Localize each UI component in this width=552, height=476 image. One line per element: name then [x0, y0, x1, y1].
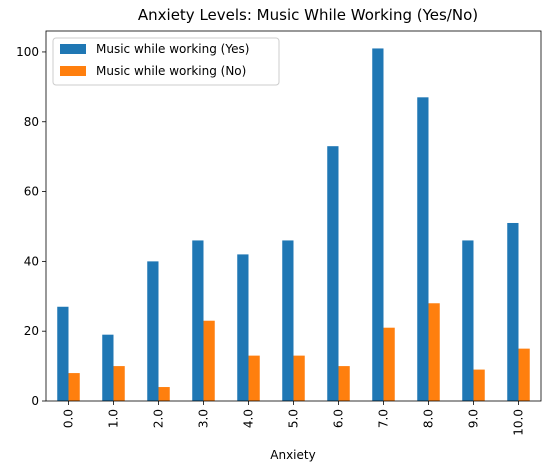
legend-swatch-no [60, 66, 86, 76]
bar-yes-2.0 [147, 261, 159, 401]
plot-frame [45, 30, 542, 402]
bar-yes-6.0 [327, 146, 339, 401]
x-tick-label: 0.0 [62, 409, 76, 428]
bar-yes-7.0 [372, 48, 384, 402]
y-tick-label: 60 [24, 185, 39, 199]
bar-yes-0.0 [57, 306, 69, 401]
bar-no-0.0 [68, 373, 80, 401]
x-tick-label: 2.0 [152, 409, 166, 428]
bar-no-4.0 [248, 355, 260, 401]
x-tick-label: 10.0 [512, 409, 526, 436]
y-axis-ticks: 0 20 40 60 80 100 [16, 45, 46, 408]
legend: Music while working (Yes) Music while wo… [52, 37, 280, 86]
x-tick-label: 4.0 [242, 409, 256, 428]
bar-no-2.0 [158, 387, 170, 401]
bar-yes-8.0 [417, 97, 429, 402]
bar-yes-4.0 [237, 254, 249, 401]
bar-yes-1.0 [102, 334, 114, 401]
x-axis-ticks: 0.0 1.0 2.0 3.0 4.0 5.0 6.0 7.0 8.0 9.0 10.0 [62, 401, 526, 436]
bar-no-8.0 [428, 303, 440, 401]
bar-no-9.0 [473, 369, 485, 401]
x-tick-label: 3.0 [197, 409, 211, 428]
y-tick-label: 20 [24, 324, 39, 338]
x-axis-label: Anxiety [270, 448, 315, 462]
legend-swatch-yes [60, 44, 86, 54]
bar-no-3.0 [203, 320, 215, 401]
bar-no-6.0 [338, 366, 350, 401]
x-tick-label: 9.0 [467, 409, 481, 428]
bar-no-7.0 [383, 327, 395, 401]
bar-yes-9.0 [462, 240, 474, 401]
bar-yes-3.0 [192, 240, 204, 401]
x-tick-label: 7.0 [377, 409, 391, 428]
legend-frame [52, 37, 280, 86]
y-tick-label: 0 [31, 394, 39, 408]
x-tick-label: 5.0 [287, 409, 301, 428]
bar-no-10.0 [518, 348, 530, 401]
x-tick-label: 6.0 [332, 409, 346, 428]
bar-no-1.0 [113, 366, 125, 401]
x-tick-label: 1.0 [107, 409, 121, 428]
y-tick-label: 100 [16, 45, 39, 59]
y-tick-label: 40 [24, 254, 39, 268]
bar-no-5.0 [293, 355, 305, 401]
bars-group [57, 48, 530, 402]
legend-label-no: Music while working (No) [96, 64, 246, 78]
y-tick-label: 80 [24, 115, 39, 129]
bar-yes-10.0 [507, 222, 519, 401]
chart-title: Anxiety Levels: Music While Working (Yes… [138, 6, 478, 24]
legend-label-yes: Music while working (Yes) [96, 42, 249, 56]
bar-yes-5.0 [282, 240, 294, 401]
x-tick-label: 8.0 [422, 409, 436, 428]
